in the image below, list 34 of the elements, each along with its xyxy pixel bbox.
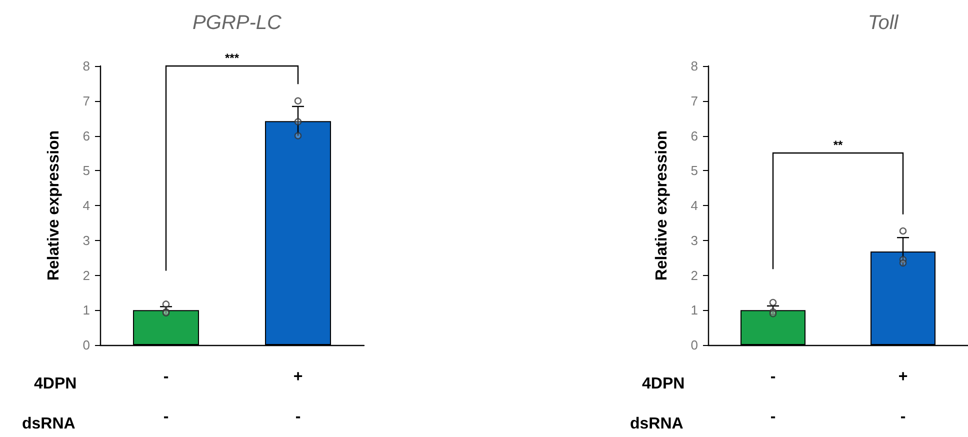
- significance-bracket: ***: [165, 51, 299, 271]
- category-label: - -: [770, 368, 776, 426]
- annotation: **: [833, 138, 843, 152]
- y-tick-label: 2: [82, 268, 90, 283]
- y-tick-label: 5: [82, 163, 90, 178]
- y-tick-label: 7: [82, 93, 90, 108]
- y-axis-title: Relative expression: [46, 130, 62, 281]
- y-tick-label: 3: [690, 232, 698, 248]
- y-tick-label: 1: [82, 302, 90, 318]
- y-tick-label: 3: [82, 232, 90, 248]
- y-tick-label: 8: [690, 58, 698, 74]
- text: ***: [224, 51, 240, 65]
- significance-bracket: **: [772, 138, 904, 269]
- chart-title: Toll: [868, 12, 899, 34]
- category-label: - -: [163, 368, 169, 426]
- y-tick-label: 6: [690, 128, 698, 144]
- y-tick-label: 2: [690, 268, 698, 283]
- y-tick-label: 4: [82, 198, 90, 213]
- text: dsRNA: [22, 416, 76, 432]
- text: 4DPN: [34, 376, 77, 392]
- y-tick-label: 6: [82, 128, 90, 144]
- category-label: + -: [293, 368, 303, 426]
- y-axis-title: Relative expression: [654, 130, 670, 281]
- chart-title: PGRP-LC: [192, 12, 282, 34]
- text: dsRNA: [630, 416, 684, 432]
- text: 4DPN: [642, 376, 685, 392]
- y-tick-label: 5: [690, 163, 698, 178]
- y-tick-label: 0: [82, 338, 90, 352]
- category-label: + -: [898, 368, 908, 426]
- y-tick-label: 8: [82, 58, 90, 74]
- y-tick-label: 1: [690, 302, 698, 318]
- y-tick-label: 4: [690, 198, 698, 213]
- y-tick-label: 7: [690, 93, 698, 108]
- y-tick-label: 0: [690, 338, 698, 352]
